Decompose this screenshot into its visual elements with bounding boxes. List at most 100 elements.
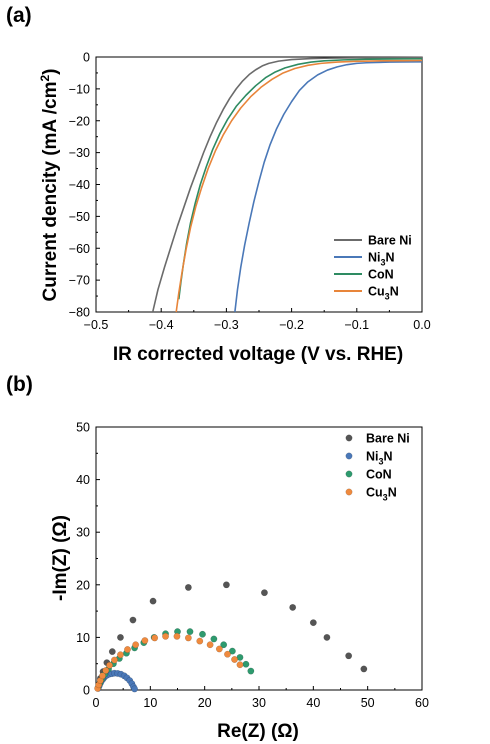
data-point-con	[186, 628, 194, 636]
panel-a-label: (a)	[6, 4, 32, 27]
data-point-con	[199, 630, 206, 638]
legend-marker-bare-ni	[345, 434, 353, 442]
x-tick-label: 20	[198, 696, 212, 710]
x-tick-label: −0.1	[344, 318, 369, 332]
legend-marker-cu3n	[345, 488, 353, 496]
legend-label-ni3n: Ni3N	[368, 251, 395, 268]
data-point-ni3n	[131, 685, 139, 693]
data-point-cu3n	[206, 641, 214, 649]
panel-b-ticks: 0 10 20 30 40 50 60 0 10 20 30 40 50	[76, 421, 429, 711]
data-point-bare-ni	[345, 652, 353, 660]
y-tick-label: 0	[83, 684, 90, 698]
x-tick-label: 40	[306, 696, 320, 710]
panel-a-y-axis-title-end: )	[40, 69, 61, 75]
data-point-cu3n	[236, 661, 244, 669]
x-tick-label: 0.0	[413, 318, 430, 332]
series-line-con	[178, 57, 423, 300]
y-tick-label: −20	[69, 114, 90, 128]
y-tick-label: −10	[69, 82, 90, 96]
y-tick-label: 20	[76, 578, 90, 592]
legend-label-con: CoN	[366, 468, 392, 482]
x-tick-label: 60	[415, 696, 429, 710]
legend-label-subscript: 3	[379, 457, 384, 467]
panel-a-ticks: −0.5 −0.4 −0.3 −0.2 −0.1 0.0 0 −10 −20 −30 −40 −50 −…	[69, 51, 431, 333]
y-tick-label: 0	[83, 51, 90, 65]
x-tick-label: −0.3	[214, 318, 239, 332]
y-tick-label: 10	[76, 631, 90, 645]
data-point-bare-ni	[184, 583, 192, 591]
legend-label-main: CoN	[368, 268, 394, 282]
y-tick-label: −70	[69, 274, 90, 288]
legend-label-main: Bare Ni	[366, 432, 410, 446]
data-point-bare-ni	[149, 597, 157, 605]
data-point-cu3n	[124, 646, 131, 653]
data-point-bare-ni	[260, 589, 268, 597]
data-point-bare-ni	[117, 633, 124, 641]
y-tick-label: 30	[76, 526, 90, 540]
data-point-bare-ni	[129, 616, 137, 624]
data-point-cu3n	[102, 667, 110, 674]
data-point-con	[228, 647, 236, 655]
legend-label-main: Ni	[368, 251, 381, 265]
x-tick-label: −0.5	[84, 318, 109, 332]
data-point-cu3n	[99, 672, 106, 680]
data-point-bare-ni	[222, 581, 230, 589]
legend-label-end: N	[386, 251, 395, 265]
series-line-ni3n	[234, 60, 423, 313]
panel-b-x-axis-title: Re(Z) (Ω)	[217, 721, 299, 742]
data-point-cu3n	[173, 632, 181, 640]
legend-label-cu3n: Cu3N	[368, 285, 399, 302]
y-tick-label: −40	[69, 178, 90, 192]
legend-label-subscript: 3	[381, 258, 386, 268]
y-tick-label: 40	[76, 473, 90, 487]
x-tick-label: 30	[252, 696, 266, 710]
data-point-con	[210, 635, 218, 643]
y-tick-label: −30	[69, 146, 90, 160]
panel-b-label: (b)	[6, 373, 33, 396]
data-point-cu3n	[151, 634, 159, 642]
panel-a-series	[151, 56, 423, 313]
x-tick-label: −0.2	[279, 318, 304, 332]
y-tick-label: −60	[69, 242, 90, 256]
data-point-cu3n	[141, 637, 149, 645]
legend-label-bare-ni: Bare Ni	[368, 234, 412, 248]
legend-label-bare-ni: Bare Ni	[366, 432, 410, 446]
panel-a-lsv-chart: (a) −0.5 −0.4 −0.3 −0.2 −0.1 0.0 0 −10 −20 −30 −40…	[6, 4, 431, 365]
panel-b-series	[94, 581, 368, 693]
legend-label-subscript: 3	[385, 292, 390, 302]
legend-label-end: N	[388, 486, 397, 500]
data-point-cu3n	[132, 641, 140, 649]
data-point-con	[242, 660, 250, 668]
data-point-bare-ni	[309, 619, 317, 627]
legend-marker-con	[345, 470, 353, 478]
x-tick-label: 50	[361, 696, 375, 710]
data-point-cu3n	[231, 656, 239, 663]
series-line-bare-ni	[151, 56, 423, 313]
data-point-bare-ni	[108, 648, 116, 656]
legend-label-ni3n: Ni3N	[366, 450, 393, 467]
legend-label-main: Cu	[366, 486, 383, 500]
legend-label-main: CoN	[366, 468, 392, 482]
legend-label-subscript: 3	[383, 493, 388, 503]
panel-a-y-axis-title: Current dencity (mA /cm2)	[38, 69, 61, 302]
data-point-cu3n	[106, 661, 114, 669]
legend-label-end: N	[390, 285, 399, 299]
x-tick-label: 10	[143, 696, 157, 710]
panel-a-y-axis-title-main: Current dencity (mA /cm	[40, 82, 61, 302]
legend-label-cu3n: Cu3N	[366, 486, 397, 503]
data-point-cu3n	[196, 637, 204, 645]
series-line-cu3n	[175, 59, 423, 313]
y-tick-label: −50	[69, 210, 90, 224]
data-point-bare-ni	[360, 665, 368, 673]
x-tick-label: 0	[93, 696, 100, 710]
data-point-con	[220, 641, 228, 649]
data-point-cu3n	[117, 651, 124, 659]
panel-a-x-axis-title: IR corrected voltage (V vs. RHE)	[113, 344, 403, 365]
panel-b-y-axis-title: -Im(Z) (Ω)	[50, 515, 71, 601]
legend-label-main: Bare Ni	[368, 234, 412, 248]
